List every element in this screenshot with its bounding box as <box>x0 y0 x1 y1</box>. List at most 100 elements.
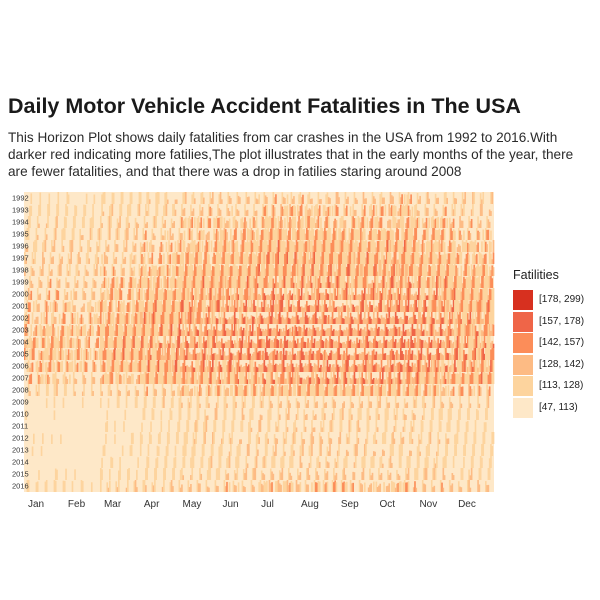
day-cell <box>253 217 255 228</box>
day-cell <box>275 372 277 384</box>
day-cell <box>427 192 429 204</box>
day-cell <box>251 303 254 312</box>
day-cell <box>349 385 352 396</box>
day-cell <box>486 244 488 252</box>
day-cell <box>428 312 430 324</box>
day-cell <box>325 372 327 384</box>
day-cell <box>452 229 455 240</box>
day-cell <box>304 363 307 372</box>
day-cell <box>451 328 454 336</box>
day-cell <box>327 328 330 336</box>
day-cell <box>139 312 142 324</box>
day-cell <box>436 319 438 324</box>
day-cell <box>53 316 56 324</box>
day-cell <box>450 228 452 240</box>
day-cell <box>156 373 159 384</box>
day-cell <box>224 252 227 264</box>
day-cell <box>351 228 353 240</box>
day-cell <box>205 386 208 396</box>
day-cell <box>455 373 458 384</box>
day-cell <box>142 277 145 288</box>
day-cell <box>60 362 62 372</box>
day-cell <box>427 207 429 216</box>
day-cell <box>25 257 27 264</box>
day-cell <box>280 276 282 288</box>
day-cell <box>178 355 181 360</box>
day-cell <box>184 312 187 324</box>
day-cell <box>205 313 208 324</box>
day-cell <box>482 348 485 360</box>
day-cell <box>92 326 94 336</box>
day-cell <box>206 216 209 228</box>
day-cell <box>191 280 194 288</box>
day-cell <box>57 361 60 372</box>
day-cell <box>370 342 373 348</box>
day-cell <box>477 331 479 336</box>
day-cell <box>481 372 483 384</box>
day-cell <box>293 317 295 324</box>
day-cell <box>205 348 208 360</box>
day-cell <box>463 270 465 276</box>
day-cell <box>251 324 254 336</box>
day-cell <box>224 318 227 324</box>
day-cell <box>362 385 365 396</box>
day-cell <box>366 294 369 300</box>
day-cell <box>192 367 195 372</box>
day-cell <box>387 264 389 276</box>
day-cell <box>429 352 432 360</box>
day-cell <box>312 306 315 312</box>
day-cell <box>439 243 442 252</box>
day-cell <box>206 330 209 336</box>
day-cell <box>80 235 83 240</box>
day-cell <box>182 252 185 264</box>
day-cell <box>84 293 87 300</box>
day-cell <box>271 385 273 396</box>
day-cell <box>318 367 321 372</box>
day-cell <box>226 264 228 276</box>
day-cell <box>47 324 49 336</box>
day-cell <box>142 348 145 360</box>
day-cell <box>378 326 380 336</box>
day-cell <box>481 204 483 216</box>
day-cell <box>163 312 165 324</box>
day-cell <box>237 340 240 348</box>
day-cell <box>284 355 286 360</box>
day-cell <box>170 348 173 360</box>
day-cell <box>124 229 127 240</box>
day-cell <box>392 306 394 312</box>
day-cell <box>232 353 235 360</box>
day-cell <box>461 208 464 216</box>
day-cell <box>186 252 188 264</box>
day-cell <box>90 317 93 324</box>
day-cell <box>191 336 194 348</box>
day-cell <box>465 325 468 336</box>
day-cell <box>436 331 438 336</box>
day-cell <box>433 242 436 252</box>
day-cell <box>206 232 209 240</box>
day-cell <box>366 252 369 264</box>
day-cell <box>76 349 79 360</box>
day-cell <box>397 353 400 360</box>
day-cell <box>302 367 304 372</box>
day-cell <box>358 264 361 276</box>
day-cell <box>236 288 239 300</box>
day-cell <box>227 305 230 312</box>
day-cell <box>119 364 121 372</box>
day-cell <box>437 230 439 240</box>
day-cell <box>76 280 79 288</box>
day-cell <box>137 292 139 300</box>
day-cell <box>405 329 407 336</box>
day-cell <box>192 312 195 324</box>
day-cell <box>200 324 203 336</box>
day-cell <box>128 302 130 312</box>
day-cell <box>129 192 132 204</box>
day-cell <box>99 312 102 324</box>
day-cell <box>170 235 173 240</box>
day-cell <box>432 324 434 336</box>
day-cell <box>139 290 142 300</box>
day-cell <box>354 197 357 204</box>
day-cell <box>437 348 439 360</box>
day-cell <box>235 228 237 240</box>
day-cell <box>442 276 445 288</box>
day-cell <box>36 216 39 228</box>
